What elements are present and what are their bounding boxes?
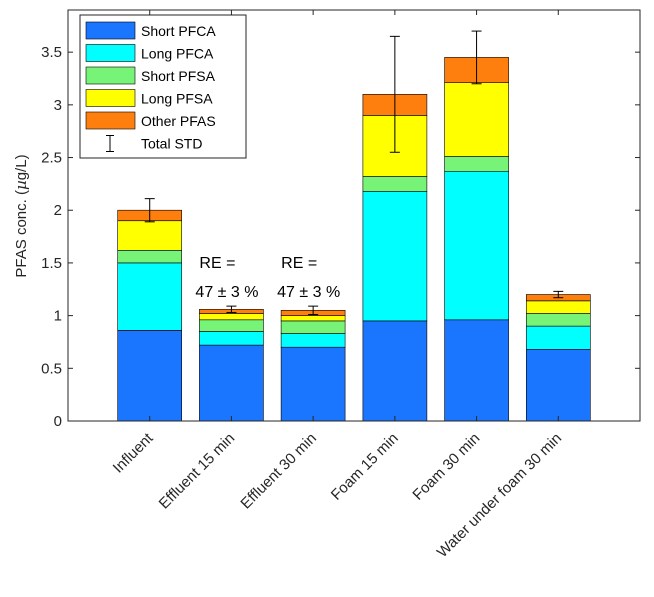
bar-segment-5-1	[525, 325, 591, 350]
bar-segment-5-3	[525, 300, 591, 314]
error-bars-layer	[144, 30, 564, 316]
bar-segment-4-3	[444, 82, 509, 157]
bar-segment-3-0	[362, 320, 428, 422]
plot-area-frame	[67, 9, 641, 422]
legend-label-1: Long PFCA	[141, 46, 214, 62]
annotation-1-line-1: 47 ± 3 %	[277, 284, 340, 301]
bar-segment-1-3	[199, 313, 264, 321]
bar-segment-2-3	[280, 315, 346, 322]
y-axis-title-rest: g/L)	[13, 154, 30, 180]
y-axis-title: PFAS conc. (µg/L)	[12, 154, 30, 277]
y-tick-label-2: 1	[54, 308, 62, 325]
bar-segment-5-2	[525, 313, 591, 327]
y-tick-label-1: 0.5	[41, 360, 62, 377]
y-tick-label-5: 2.5	[41, 150, 62, 167]
legend-label-0: Short PFCA	[141, 23, 216, 39]
y-axis-title-mu: µ	[12, 180, 30, 190]
legend-swatch-2	[85, 66, 136, 85]
y-tick-label-0: 0	[54, 413, 62, 430]
y-tick-label-6: 3	[54, 97, 62, 114]
y-tick-label-3: 1.5	[41, 255, 62, 272]
bar-segment-3-2	[362, 176, 428, 192]
bar-segment-5-0	[525, 348, 591, 422]
legend-label-error: Total STD	[141, 136, 202, 152]
legend-label-4: Other PFAS	[141, 113, 216, 129]
bar-segment-1-2	[199, 319, 264, 332]
annotation-0-line-1: 47 ± 3 %	[195, 284, 258, 301]
legend-swatch-0	[85, 21, 136, 40]
y-axis-title-prefix: PFAS conc. (	[13, 190, 30, 278]
bar-segment-3-1	[362, 191, 428, 322]
legend-label-2: Short PFSA	[141, 68, 216, 84]
legend-swatch-1	[85, 44, 136, 62]
legend-swatch-3	[85, 89, 136, 107]
bar-segment-2-0	[280, 346, 346, 422]
legend-swatch-4	[85, 111, 136, 130]
bar-segment-0-2	[117, 250, 182, 264]
annotation-0-line-0: RE =	[199, 255, 235, 272]
annotation-1-line-0: RE =	[281, 255, 317, 272]
y-tick-label-7: 3.5	[41, 44, 62, 61]
bar-segment-0-3	[117, 220, 182, 251]
y-axis: 0 0.5 1 1.5 2 2.5 3 3.5	[41, 44, 640, 430]
bar-segment-4-0	[444, 319, 509, 422]
legend-label-3: Long PFSA	[141, 91, 213, 107]
bar-segment-4-2	[444, 156, 509, 172]
bar-segment-2-2	[280, 320, 346, 334]
legend: Short PFCA Long PFCA Short PFSA Long PFSA Ot…	[79, 14, 247, 159]
annotations-layer: RE = 47 ± 3 % RE = 47 ± 3 %	[195, 255, 340, 301]
bar-segment-4-1	[444, 170, 509, 321]
bar-segment-0-1	[117, 262, 182, 331]
bar-segment-2-1	[280, 333, 346, 348]
bar-segment-1-0	[199, 344, 264, 422]
y-tick-label-4: 2	[54, 202, 62, 219]
bar-segment-1-1	[199, 331, 264, 346]
bar-segment-0-0	[117, 330, 182, 422]
